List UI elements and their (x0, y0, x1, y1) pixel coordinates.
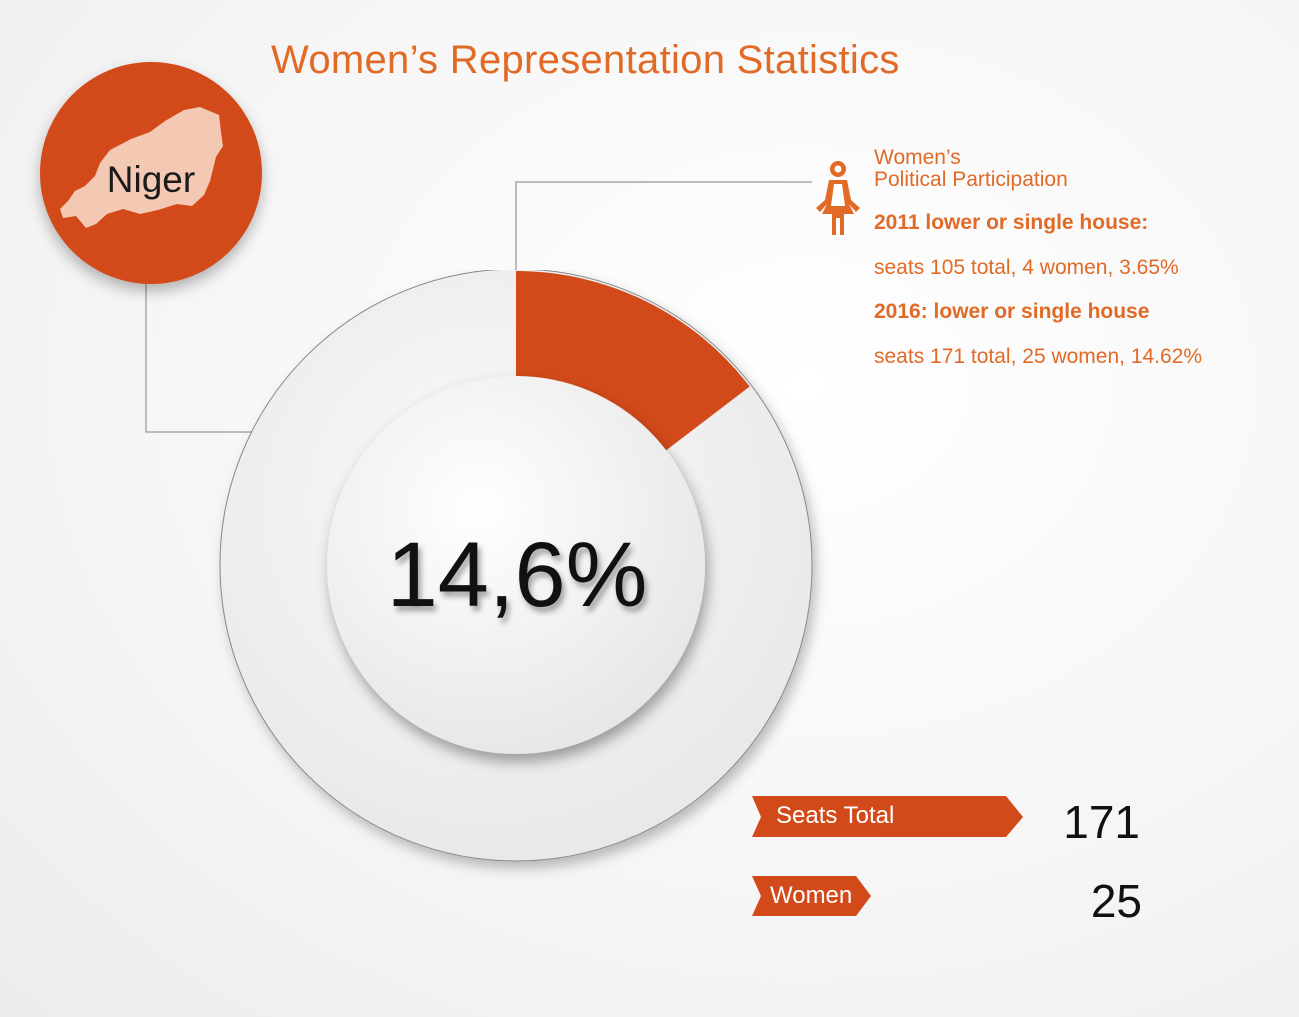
women-value: 25 (1090, 875, 1142, 927)
woman-icon (816, 161, 860, 235)
period-2016-label: 2016: lower or single house (874, 300, 1150, 323)
info-heading-line2: Political Participation (874, 168, 1068, 191)
info-connector (515, 181, 812, 285)
donut-hole (327, 376, 705, 754)
participation-info: Women’s Political Participation 2011 low… (874, 146, 1202, 369)
info-heading-line1: Women’s (874, 146, 961, 169)
badge-connector (145, 283, 258, 433)
period-2011-label: 2011 lower or single house: (874, 211, 1149, 234)
seats-total-value: 171 (1063, 796, 1140, 848)
period-2016-detail: seats 171 total, 25 women, 14.62% (874, 345, 1203, 368)
seats-total-label: Seats Total (776, 802, 895, 829)
center-percentage-label: 14,6% (386, 524, 648, 626)
country-badge: Niger (40, 62, 262, 284)
niger-map-icon (60, 107, 223, 228)
seats-total-tag-shape (752, 796, 1023, 837)
donut-chart (219, 270, 813, 862)
period-2011-detail: seats 105 total, 4 women, 3.65% (874, 256, 1179, 279)
chart-title: Women’s Representation Statistics (271, 38, 900, 82)
country-name: Niger (106, 159, 196, 200)
women-label: Women (770, 882, 853, 909)
women-tag-shape (752, 876, 871, 916)
niger-map-shape (60, 107, 223, 228)
